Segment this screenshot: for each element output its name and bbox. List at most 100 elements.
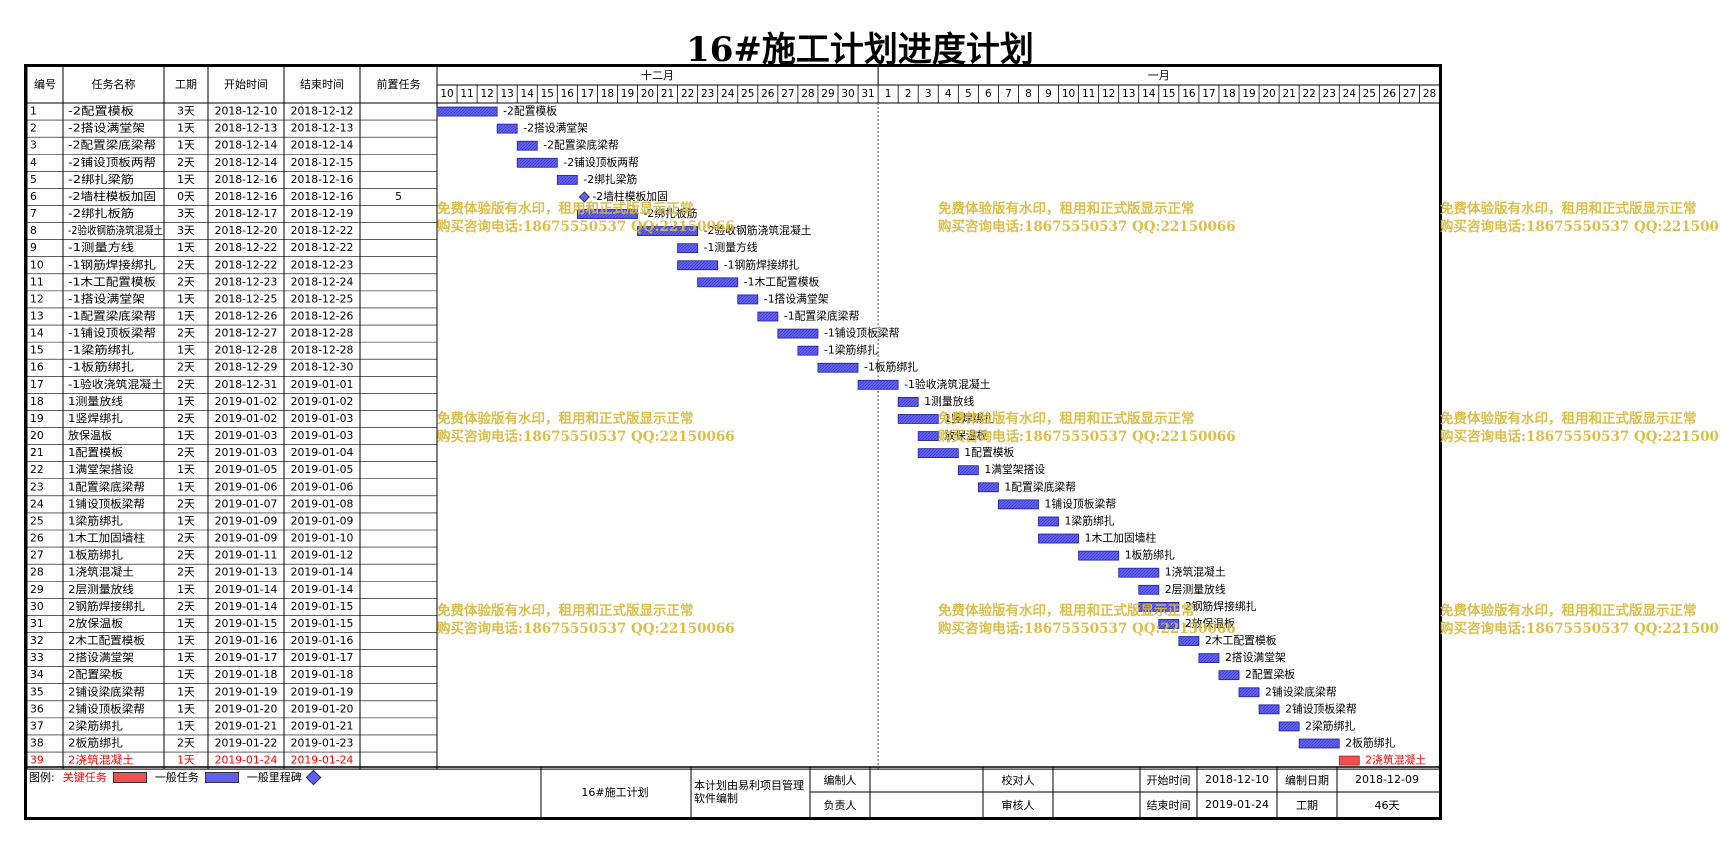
- task-bar: [797, 345, 819, 356]
- bar-label: 1板筋绑扎: [1125, 548, 1175, 562]
- bar-label: -1木工配置模板: [744, 274, 820, 288]
- bar-label: -1板筋绑扎: [864, 360, 918, 374]
- table-row: 28 1浇筑混凝土 2天 2019-01-13 2019-01-14: [30, 565, 354, 579]
- legend-normal-label: 一般任务: [154, 771, 199, 784]
- task-end: 2019-01-15: [291, 617, 354, 630]
- day-label: 7: [1005, 88, 1012, 100]
- legend-critical-label: 关键任务: [62, 771, 107, 784]
- table-row: 30 2钢筋焊接绑扎 2天 2019-01-14 2019-01-15: [30, 599, 353, 613]
- task-duration: 1天: [177, 463, 195, 476]
- table-row: 2 -2搭设满堂架 1天 2018-12-13 2018-12-13: [30, 122, 353, 135]
- task-end: 2018-12-15: [291, 156, 354, 169]
- legend-critical-swatch: [112, 771, 147, 783]
- task-bar: [757, 311, 779, 322]
- task-name: 2放保温板: [68, 616, 123, 630]
- task-name: -2墙柱模板加固: [68, 189, 156, 203]
- task-start: 2019-01-09: [215, 514, 278, 527]
- table-row: 11 -1木工配置模板 2天 2018-12-23 2018-12-24: [30, 274, 354, 288]
- day-label: 2: [905, 88, 912, 100]
- task-start: 2018-12-29: [215, 361, 278, 374]
- column-header-id: 编号: [34, 77, 56, 91]
- bar-label: 1满堂架搭设: [984, 463, 1045, 476]
- task-duration: 2天: [177, 412, 195, 425]
- table-row: 29 2层测量放线 1天 2019-01-14 2019-01-14: [30, 582, 354, 596]
- task-name: -2配置模板: [68, 104, 134, 118]
- bar-label: -1钢筋焊接绑扎: [724, 257, 800, 271]
- task-duration: 1天: [177, 634, 195, 647]
- milestone-diamond: [578, 191, 590, 203]
- task-bar: [817, 362, 859, 373]
- day-label: 14: [1142, 88, 1156, 100]
- task-name: 放保温板: [68, 428, 112, 442]
- critical-task-bar: [1338, 755, 1360, 766]
- task-start: 2018-12-17: [215, 207, 278, 220]
- task-id: 11: [30, 275, 44, 288]
- task-id: 18: [30, 395, 44, 408]
- table-row: 25 1梁筋绑扎 1天 2019-01-09 2019-01-09: [30, 513, 354, 527]
- compiler-label: 编制人: [823, 773, 857, 787]
- task-id: 16: [30, 361, 44, 374]
- task-duration: 3天: [177, 207, 195, 220]
- task-end: 2019-01-01: [291, 378, 354, 391]
- bar-label: 1木工加固墙柱: [1085, 531, 1157, 545]
- task-name: 1竖焊绑扎: [68, 411, 123, 425]
- task-id: 23: [30, 480, 44, 493]
- task-id: 9: [30, 241, 37, 254]
- task-end: 2019-01-08: [291, 497, 354, 510]
- compile-date-label: 编制日期: [1285, 773, 1329, 787]
- task-start: 2019-01-21: [215, 719, 278, 732]
- task-end: 2019-01-04: [291, 446, 354, 459]
- start-label: 开始时间: [1146, 773, 1191, 787]
- day-label: 8: [1025, 88, 1032, 100]
- task-end: 2018-12-22: [291, 241, 354, 254]
- task-start: 2018-12-10: [215, 105, 278, 118]
- day-label: 28: [801, 88, 814, 100]
- task-duration: 1天: [177, 480, 195, 493]
- task-name: -1钢筋焊接绑扎: [68, 257, 156, 271]
- task-id: 39: [30, 754, 44, 767]
- table-row: 14 -1铺设顶板梁帮 2天 2018-12-27 2018-12-28: [30, 326, 354, 340]
- table-row: 36 2铺设顶板梁帮 1天 2019-01-20 2019-01-20: [30, 701, 354, 715]
- task-id: 12: [30, 292, 44, 305]
- task-start: 2019-01-20: [215, 702, 278, 715]
- task-name: 1配置梁底梁帮: [68, 479, 145, 493]
- day-label: 10: [440, 88, 453, 100]
- task-name: -2绑扎梁筋: [68, 172, 134, 186]
- column-header-end: 结束时间: [300, 78, 344, 91]
- bar-label: 1配置模板: [964, 445, 1014, 459]
- task-duration: 2天: [177, 361, 195, 374]
- column-header-duration: 工期: [175, 78, 197, 91]
- task-start: 2019-01-18: [215, 668, 278, 681]
- task-duration: 2天: [177, 258, 195, 271]
- task-duration: 1天: [177, 173, 195, 186]
- day-label: 13: [500, 88, 513, 100]
- task-id: 14: [30, 327, 44, 340]
- table-row: 34 2配置梁板 1天 2019-01-18 2019-01-18: [30, 667, 354, 681]
- task-id: 34: [30, 668, 44, 681]
- day-label: 18: [601, 88, 614, 100]
- task-start: 2019-01-05: [215, 463, 278, 476]
- task-start: 2019-01-13: [215, 566, 278, 579]
- task-end: 2019-01-03: [291, 412, 354, 425]
- task-bar: [1238, 687, 1260, 698]
- task-duration: 1天: [177, 292, 195, 305]
- start-value: 2018-12-10: [1205, 773, 1269, 786]
- table-row: 32 2木工配置模板 1天 2019-01-16 2019-01-16: [30, 633, 354, 647]
- task-name: 2钢筋焊接绑扎: [68, 599, 145, 613]
- day-label: 20: [641, 88, 654, 100]
- task-id: 32: [30, 634, 44, 647]
- task-end: 2019-01-14: [291, 583, 354, 596]
- task-name: -1板筋绑扎: [68, 360, 134, 374]
- day-label: 11: [1082, 88, 1095, 100]
- task-name: 2配置梁板: [68, 667, 123, 681]
- task-end: 2019-01-14: [291, 566, 354, 579]
- task-duration: 1天: [177, 310, 195, 323]
- task-bar: [998, 499, 1039, 510]
- task-id: 22: [30, 463, 44, 476]
- table-row: 19 1竖焊绑扎 2天 2019-01-02 2019-01-03: [30, 411, 353, 425]
- task-bar: [897, 396, 919, 407]
- task-bar: [1198, 653, 1220, 663]
- duration-label: 工期: [1296, 798, 1318, 812]
- task-bar: [576, 209, 638, 219]
- task-start: 2018-12-31: [215, 378, 278, 391]
